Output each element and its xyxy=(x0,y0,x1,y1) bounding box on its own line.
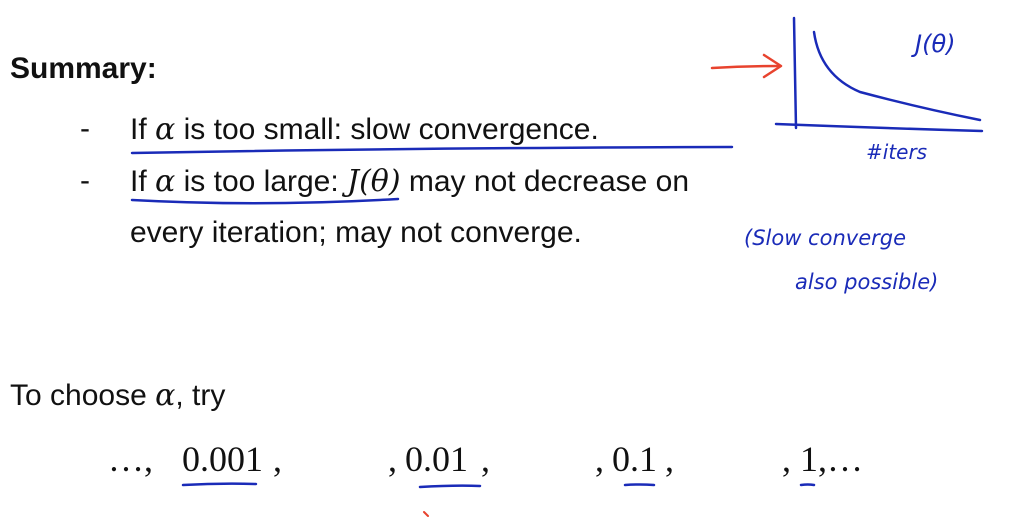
graph-cost-label: J(θ) xyxy=(915,30,956,58)
sequence-comma: , xyxy=(782,439,791,479)
red-arrow-icon xyxy=(710,53,783,79)
graph-x-axis xyxy=(774,122,984,133)
bullet-small-alpha: If α is too small: slow convergence. xyxy=(130,112,599,147)
sequence-comma: , xyxy=(481,439,490,479)
bullet-large-pre: If xyxy=(130,165,156,198)
alpha-symbol: α xyxy=(155,378,176,413)
choose-post: , try xyxy=(175,379,226,412)
alpha-symbol: α xyxy=(155,164,176,199)
graph-iterations-label: #iters xyxy=(866,140,928,164)
summary-heading: Summary: xyxy=(10,52,157,85)
choose-alpha-line: To choose α, try xyxy=(10,378,225,413)
sequence-comma: , xyxy=(273,439,282,479)
graph-cost-curve xyxy=(812,30,982,122)
sequence-comma: , xyxy=(388,439,397,479)
bullet-small-text: is too small: slow convergence. xyxy=(175,113,599,146)
bullet-dash-2: - xyxy=(80,164,90,197)
underline-small-alpha xyxy=(130,145,734,155)
bullet-small-pre: If xyxy=(130,113,156,146)
sequence-value-01: 0.1 xyxy=(612,439,657,479)
underline-01 xyxy=(623,483,656,487)
sequence-value-001: 0.01 xyxy=(405,439,468,479)
red-pen-mark xyxy=(423,511,429,517)
sequence-value-1: 1 xyxy=(800,439,818,479)
underline-large-alpha xyxy=(130,197,400,205)
underline-1 xyxy=(799,483,816,487)
underline-001 xyxy=(418,484,482,489)
alpha-symbol: α xyxy=(155,112,176,147)
cost-function: J(θ) xyxy=(347,164,401,199)
bullet-large-line2: every iteration; may not converge. xyxy=(130,216,582,249)
sequence-trail: ,… xyxy=(818,439,863,479)
underline-0001 xyxy=(181,482,258,487)
bullet-large-post: may not decrease on xyxy=(400,165,690,198)
bullet-large-mid: is too large: xyxy=(175,165,348,198)
sequence-comma: , xyxy=(595,439,604,479)
bullet-dash-1: - xyxy=(80,112,90,145)
sequence-comma: , xyxy=(665,439,674,479)
handwritten-note-line1: (Slow converge xyxy=(744,226,906,250)
handwritten-note-line2: also possible) xyxy=(795,270,939,294)
sequence-value-0001: 0.001 xyxy=(182,439,263,479)
bullet-large-alpha: If α is too large: J(θ) may not decrease… xyxy=(130,164,689,199)
sequence-lead: …, xyxy=(108,439,153,479)
choose-pre: To choose xyxy=(10,379,156,412)
graph-y-axis xyxy=(792,16,798,130)
